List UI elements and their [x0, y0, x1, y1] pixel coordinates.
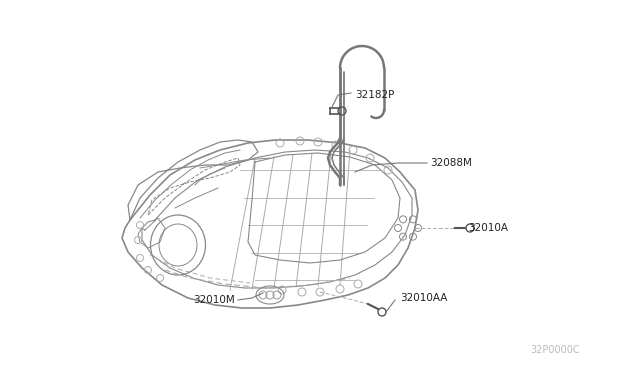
Text: 32010AA: 32010AA — [400, 293, 447, 303]
Circle shape — [466, 224, 474, 232]
Text: 32010M: 32010M — [193, 295, 235, 305]
Circle shape — [378, 308, 386, 316]
Text: 32P0000C: 32P0000C — [531, 345, 580, 355]
Text: 32010A: 32010A — [468, 223, 508, 233]
Text: 32182P: 32182P — [355, 90, 394, 100]
Text: 32088M: 32088M — [430, 158, 472, 168]
